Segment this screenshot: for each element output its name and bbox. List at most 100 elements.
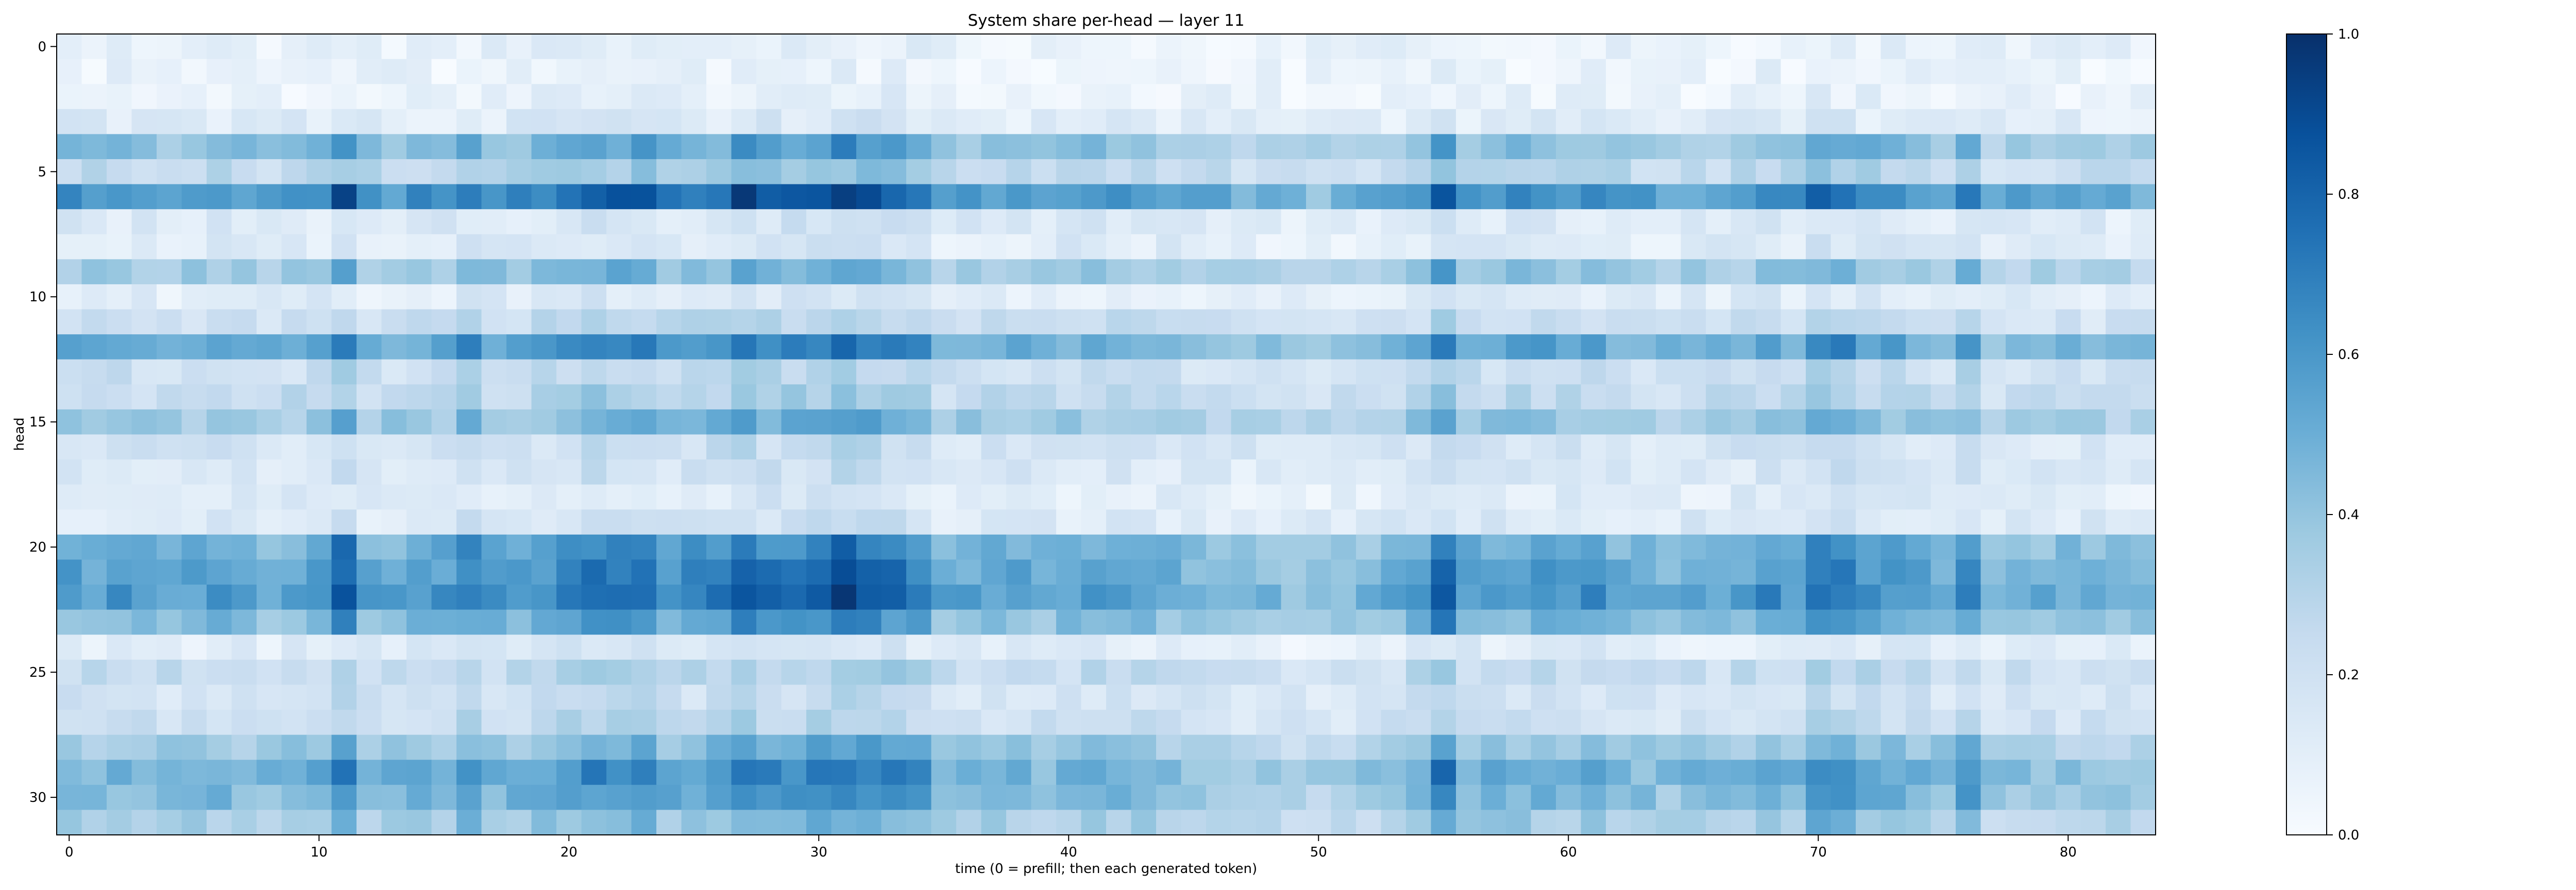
heatmap-cell (331, 284, 357, 310)
heatmap-cell (1306, 659, 1332, 686)
heatmap-cell (1331, 309, 1357, 335)
heatmap-cell (756, 559, 782, 585)
heatmap-cell (1081, 234, 1107, 260)
heatmap-cell (1356, 134, 1382, 160)
heatmap-cell (1956, 659, 1981, 686)
heatmap-cell (81, 334, 107, 360)
heatmap-cell (231, 484, 257, 510)
heatmap-cell (231, 359, 257, 385)
heatmap-cell (1156, 184, 1182, 210)
heatmap-cell (1681, 684, 1706, 710)
heatmap-cell (531, 84, 557, 110)
heatmap-cell (1156, 134, 1182, 160)
heatmap-cell (656, 134, 682, 160)
heatmap-cell (2006, 384, 2031, 410)
heatmap-cell (2106, 309, 2131, 335)
heatmap-cell (1506, 159, 1532, 185)
heatmap-cell (1156, 760, 1182, 785)
heatmap-cell (1081, 409, 1107, 435)
heatmap-cell (806, 84, 832, 110)
heatmap-cell (1131, 409, 1157, 435)
heatmap-cell (1631, 484, 1656, 510)
heatmap-cell (1106, 659, 1132, 686)
heatmap-cell (906, 159, 932, 185)
heatmap-cell (281, 509, 307, 535)
heatmap-cell (781, 810, 807, 835)
heatmap-cell (1581, 484, 1606, 510)
heatmap-cell (1056, 810, 1082, 835)
heatmap-cell (1656, 635, 1682, 660)
heatmap-cell (1880, 810, 1906, 835)
heatmap-cell (906, 134, 932, 160)
heatmap-cell (1356, 734, 1382, 760)
heatmap-cell (357, 409, 382, 435)
heatmap-cell (756, 635, 782, 660)
heatmap-cell (1131, 384, 1157, 410)
heatmap-cell (157, 585, 182, 610)
heatmap-cell (1381, 409, 1406, 435)
heatmap-cell (1381, 659, 1406, 686)
heatmap-cell (856, 635, 882, 660)
heatmap-cell (1506, 585, 1532, 610)
heatmap-cell (2106, 484, 2131, 510)
heatmap-cell (1206, 810, 1232, 835)
heatmap-cell (731, 734, 757, 760)
heatmap-cell (1406, 559, 1432, 585)
heatmap-cell (2030, 810, 2056, 835)
heatmap-cell (806, 760, 832, 785)
heatmap-cell (831, 509, 857, 535)
heatmap-cell (281, 760, 307, 785)
heatmap-cell (1381, 334, 1406, 360)
heatmap-cell (981, 84, 1007, 110)
heatmap-cell (581, 309, 607, 335)
heatmap-cell (1481, 309, 1506, 335)
heatmap-cell (1481, 659, 1506, 686)
heatmap-cell (1731, 484, 1756, 510)
heatmap-cell (1631, 434, 1656, 460)
heatmap-cell (456, 309, 482, 335)
heatmap-cell (1856, 59, 1882, 84)
heatmap-cell (1231, 334, 1257, 360)
heatmap-cell (1306, 34, 1332, 60)
heatmap-cell (581, 234, 607, 260)
heatmap-cell (107, 684, 132, 710)
heatmap-cell (1731, 134, 1756, 160)
heatmap-cell (1781, 534, 1806, 560)
heatmap-cell (1456, 209, 1482, 235)
heatmap-cell (1506, 509, 1532, 535)
heatmap-cell (1631, 734, 1656, 760)
heatmap-cell (1756, 534, 1782, 560)
heatmap-cell (1856, 459, 1882, 485)
heatmap-cell (1806, 509, 1832, 535)
heatmap-cell (431, 434, 457, 460)
heatmap-cell (81, 434, 107, 460)
heatmap-cell (381, 334, 407, 360)
heatmap-cell (1906, 359, 1931, 385)
heatmap-cell (257, 784, 282, 810)
heatmap-cell (157, 734, 182, 760)
heatmap-cell (131, 359, 157, 385)
heatmap-cell (1956, 559, 1981, 585)
heatmap-cell (756, 760, 782, 785)
heatmap-cell (556, 635, 582, 660)
heatmap-cell (1106, 259, 1132, 285)
heatmap-cell (531, 334, 557, 360)
heatmap-cell (656, 710, 682, 735)
heatmap-cell (1131, 159, 1157, 185)
heatmap-cell (181, 509, 207, 535)
heatmap-cell (606, 434, 632, 460)
heatmap-cell (1806, 710, 1832, 735)
heatmap-cell (357, 509, 382, 535)
heatmap-cell (281, 459, 307, 485)
heatmap-cell (1606, 434, 1632, 460)
heatmap-cell (2106, 209, 2131, 235)
heatmap-cell (2056, 159, 2081, 185)
heatmap-cell (406, 484, 432, 510)
heatmap-cell (1506, 559, 1532, 585)
heatmap-cell (331, 234, 357, 260)
heatmap-cell (1706, 760, 1732, 785)
heatmap-cell (1956, 534, 1981, 560)
heatmap-cell (1281, 710, 1307, 735)
heatmap-cell (831, 359, 857, 385)
heatmap-cell (2130, 109, 2156, 134)
